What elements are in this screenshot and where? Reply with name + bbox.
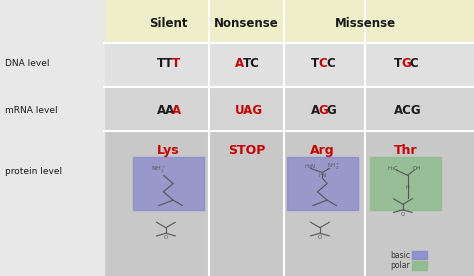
Text: Lys: Lys [157, 144, 180, 157]
Text: C: C [409, 57, 418, 70]
Text: Arg: Arg [310, 144, 335, 157]
Text: H$_3$C: H$_3$C [387, 164, 400, 173]
Bar [370, 157, 441, 210]
Text: Thr: Thr [393, 144, 417, 157]
Text: polar: polar [390, 261, 410, 270]
Text: Silent: Silent [149, 17, 188, 30]
Bar [412, 261, 427, 270]
Text: TT: TT [157, 57, 173, 70]
Text: NH$_2^+$: NH$_2^+$ [151, 164, 166, 175]
Text: mRNA level: mRNA level [5, 106, 57, 115]
Bar [104, 0, 474, 43]
Text: NH$_2^+$: NH$_2^+$ [328, 162, 341, 172]
Text: O: O [164, 235, 168, 240]
Text: ACG: ACG [394, 104, 421, 117]
Bar [104, 131, 474, 276]
Text: A: A [311, 104, 320, 117]
Text: G: G [319, 104, 328, 117]
Text: O: O [401, 212, 405, 217]
Text: H: H [406, 185, 410, 190]
Bar [133, 157, 204, 210]
Text: protein level: protein level [5, 167, 62, 176]
Text: HN: HN [318, 173, 327, 178]
Text: Missense: Missense [335, 17, 395, 30]
Bar [0, 0, 104, 276]
Text: basic: basic [390, 251, 410, 260]
Text: UAG: UAG [235, 104, 263, 117]
Text: H$_2$N: H$_2$N [304, 163, 317, 171]
Text: O: O [318, 235, 322, 240]
Text: T: T [172, 57, 180, 70]
Text: A: A [235, 57, 244, 70]
Text: DNA level: DNA level [5, 59, 49, 68]
Bar [104, 131, 474, 276]
Bar [104, 87, 474, 131]
Text: A: A [172, 104, 181, 117]
Text: STOP: STOP [228, 144, 265, 157]
Text: Nonsense: Nonsense [214, 17, 279, 30]
Text: OH: OH [413, 166, 421, 171]
Bar [104, 43, 474, 87]
Text: G: G [326, 104, 336, 117]
Text: T: T [311, 57, 319, 70]
Text: C: C [319, 57, 327, 70]
Text: T: T [394, 57, 402, 70]
Text: AA: AA [157, 104, 175, 117]
Bar [412, 251, 427, 259]
Bar [287, 157, 358, 210]
Text: C: C [326, 57, 335, 70]
Text: TC: TC [243, 57, 260, 70]
Text: G: G [401, 57, 411, 70]
